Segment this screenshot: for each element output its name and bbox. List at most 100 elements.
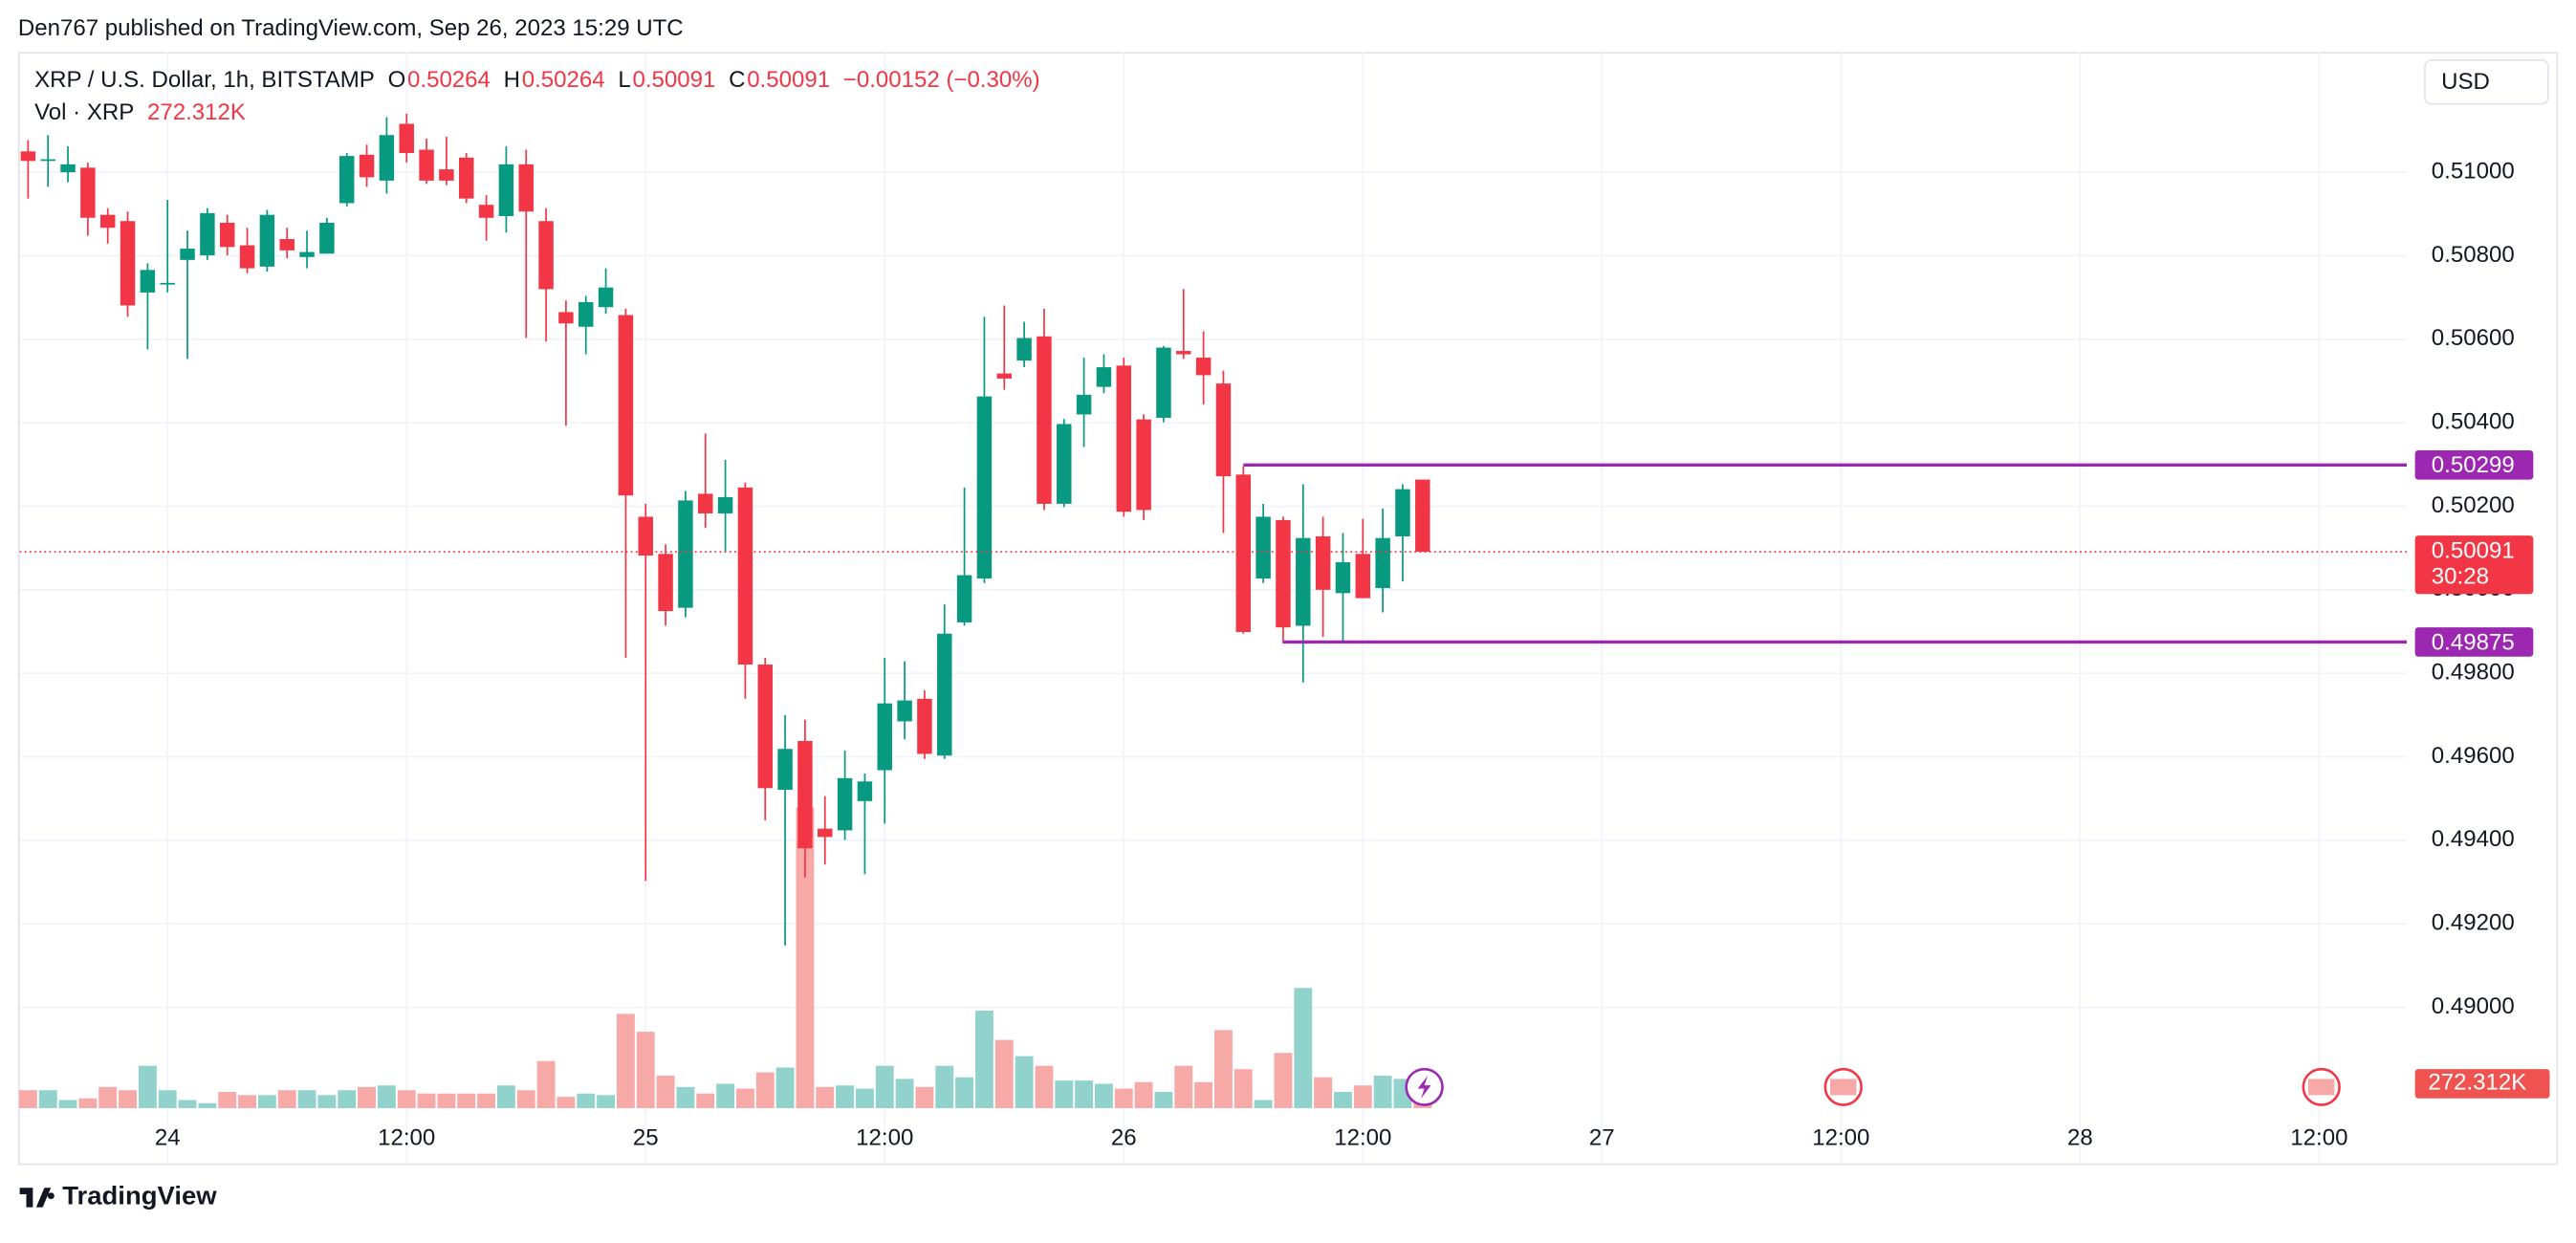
volume-bar	[417, 1093, 436, 1108]
candle-body	[80, 167, 96, 218]
y-tick-label: 0.49000	[2432, 993, 2515, 1019]
candle-body	[20, 151, 36, 162]
volume-bar	[577, 1093, 596, 1108]
candle-body	[1315, 535, 1331, 590]
candle-body	[1076, 394, 1092, 415]
logo-mark	[19, 1188, 55, 1208]
volume-bar	[457, 1093, 476, 1108]
candle-body	[1375, 537, 1390, 589]
candle-body	[359, 154, 375, 178]
y-tick-label: 0.50600	[2432, 325, 2515, 351]
volume-bar	[1114, 1088, 1133, 1108]
candle-body	[40, 159, 55, 162]
level-label: 0.50299	[2432, 452, 2515, 478]
volume-bar	[557, 1097, 576, 1108]
volume-bar	[1334, 1091, 1352, 1108]
x-tick-label: 12:00	[1812, 1125, 1869, 1151]
volume-bar	[277, 1090, 296, 1108]
candle-body	[579, 301, 594, 327]
volume-bar	[1154, 1091, 1173, 1108]
candle-body	[1176, 351, 1191, 355]
legend-text: 0.50264	[522, 67, 605, 93]
candle-body	[180, 249, 195, 260]
level-label-box	[2414, 449, 2534, 480]
volume-bar	[18, 1090, 37, 1108]
legend-volume-value: 272.312K	[147, 99, 246, 125]
candle-body	[120, 221, 136, 306]
candle-body	[698, 493, 713, 513]
logo: TradingView	[19, 1181, 217, 1210]
x-tick-label: 12:00	[2290, 1125, 2347, 1151]
candle-body	[818, 828, 833, 838]
volume-bar	[1373, 1075, 1392, 1108]
candle-body	[1016, 338, 1032, 361]
candle-body	[558, 312, 574, 324]
volume-bar	[536, 1060, 556, 1108]
candle-body	[797, 740, 813, 849]
candle-body	[757, 665, 773, 789]
volume-bar	[1353, 1085, 1372, 1108]
candle-body	[239, 245, 255, 269]
candle-body	[598, 287, 614, 308]
volume-bar	[1314, 1077, 1333, 1108]
volume-bar	[158, 1090, 177, 1108]
volume-bar	[317, 1095, 337, 1108]
volume-bar	[775, 1067, 795, 1108]
legend-text: 0.50091	[747, 67, 830, 93]
candle-body	[1415, 479, 1430, 553]
volume-bar	[1134, 1081, 1153, 1108]
candle-body	[678, 500, 693, 608]
volume-bar	[257, 1095, 276, 1108]
volume-bar	[755, 1072, 775, 1108]
candle-body	[956, 575, 972, 622]
candle-body	[1096, 367, 1112, 387]
legend-text: L	[618, 67, 630, 93]
volume-bar	[636, 1032, 655, 1108]
volume-bar	[696, 1093, 715, 1108]
volume-bar	[58, 1100, 77, 1108]
grid: 0.49000 0.49200 0.49400 0.49600 0.49800 0.500…	[19, 52, 2515, 1164]
flag	[1829, 1079, 1857, 1096]
volume-bar	[994, 1039, 1014, 1108]
candle-body	[160, 282, 175, 285]
volume-bar	[974, 1010, 993, 1108]
candle-body	[1057, 424, 1072, 504]
volume-bar	[656, 1075, 675, 1108]
volume-bar	[477, 1093, 496, 1108]
volume-bar	[836, 1085, 855, 1108]
publish-header: Den767 published on TradingView.com, Sep…	[18, 15, 684, 41]
volume-bar	[1174, 1065, 1193, 1108]
candle-body	[976, 396, 993, 579]
legend-text: −0.00152 (−0.30%)	[843, 67, 1040, 93]
candle-body	[1037, 336, 1052, 504]
candle-body	[1296, 537, 1311, 626]
volume-bar	[1194, 1081, 1213, 1108]
volume-bar	[38, 1090, 57, 1108]
currency[interactable]: USD	[2441, 69, 2490, 95]
volume-bar	[1015, 1056, 1034, 1108]
candle-body	[439, 169, 454, 181]
candle-body	[996, 373, 1013, 379]
volume-bar	[437, 1093, 456, 1108]
last-price-box	[2414, 535, 2534, 595]
candle-body	[60, 164, 76, 173]
volume-bar	[1094, 1083, 1113, 1108]
currency-button[interactable]	[2424, 59, 2549, 105]
y-tick-label: 0.49800	[2432, 660, 2515, 686]
candle-body	[1335, 562, 1351, 594]
volume-bar	[816, 1086, 835, 1108]
volume-bar	[1233, 1069, 1253, 1108]
y-tick-label: 0.50800	[2432, 242, 2515, 268]
candle-body	[399, 123, 414, 154]
candle-body	[478, 205, 494, 218]
volume-bar	[1294, 988, 1313, 1108]
candle-body	[299, 251, 315, 257]
volume-bar	[1035, 1065, 1054, 1108]
volume-bar	[78, 1098, 98, 1108]
candle-body	[638, 516, 653, 556]
x-tick-label: 25	[633, 1125, 659, 1151]
volume-bar	[516, 1090, 535, 1108]
candle-body	[837, 777, 853, 831]
